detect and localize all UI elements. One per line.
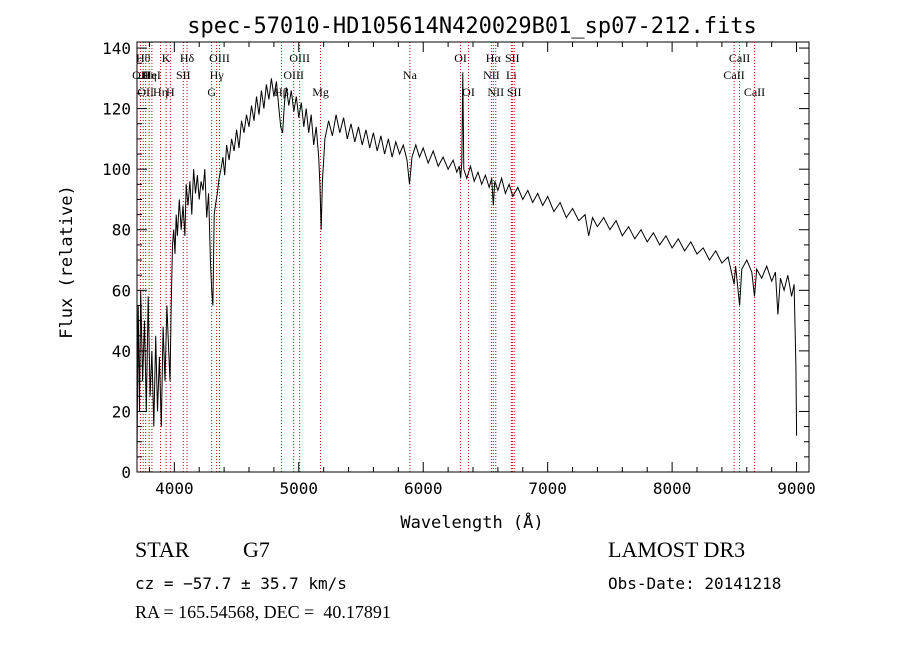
series-layer bbox=[136, 72, 798, 457]
x-tick-label-1: 5000 bbox=[280, 479, 319, 498]
object-class: STAR bbox=[135, 537, 190, 562]
x-axis: 4000 5000 6000 7000 8000 9000 bbox=[148, 42, 816, 498]
line-marker-label-19: OI bbox=[462, 85, 475, 99]
line-marker-label-1: Hθ bbox=[136, 51, 151, 65]
line-marker-label-16: Mg bbox=[312, 85, 329, 99]
line-marker-label-2: OII bbox=[137, 85, 154, 99]
chart-title: spec-57010-HD105614N420029B01_sp07-212.f… bbox=[187, 14, 757, 39]
survey-name: LAMOST DR3 bbox=[608, 537, 746, 562]
line-marker-label-7: H bbox=[166, 85, 175, 99]
line-marker-label-11: Hγ bbox=[210, 68, 225, 82]
coordinates: RA = 165.54568, DEC = 40.17891 bbox=[135, 602, 391, 622]
line-marker-label-0: OII bbox=[132, 68, 149, 82]
line-marker-label-28: CaII bbox=[744, 85, 765, 99]
y-axis-label: Flux (relative) bbox=[57, 185, 77, 339]
obs-date: Obs-Date: 20141218 bbox=[608, 574, 782, 593]
y-tick-label-1: 20 bbox=[112, 402, 131, 421]
line-marker-label-9: Hδ bbox=[180, 51, 195, 65]
velocity: cz = −57.7 ± 35.7 km/s bbox=[135, 574, 347, 593]
y-tick-label-5: 100 bbox=[102, 160, 131, 179]
line-marker-label-5: Hη bbox=[153, 85, 168, 99]
line-marker-label-12: OIII bbox=[209, 51, 230, 65]
x-tick-label-4: 8000 bbox=[653, 479, 692, 498]
line-marker-label-15: OIII bbox=[289, 51, 310, 65]
y-axis: 0 20 40 60 80 100 120 140 bbox=[102, 39, 809, 482]
line-marker-label-3: Hη bbox=[142, 68, 157, 82]
y-tick-label-3: 60 bbox=[112, 281, 131, 300]
line-marker-label-14: OIII bbox=[283, 68, 304, 82]
line-marker-label-26: CaII bbox=[723, 68, 744, 82]
line-markers: OIIHθOIIHηHeIHηKHSIIHδGHγOIIIHβOIIIOIIIM… bbox=[132, 42, 765, 472]
y-tick-label-0: 0 bbox=[121, 463, 131, 482]
subclass: G7 bbox=[243, 537, 270, 562]
y-tick-label-4: 80 bbox=[112, 221, 131, 240]
line-marker-label-27: CaII bbox=[729, 51, 750, 65]
line-marker-label-21: Hα bbox=[486, 51, 502, 65]
line-marker-label-17: Na bbox=[403, 68, 418, 82]
x-axis-label: Wavelength (Å) bbox=[400, 511, 543, 533]
line-marker-label-20: NII bbox=[483, 68, 500, 82]
x-tick-label-2: 6000 bbox=[404, 479, 443, 498]
x-tick-label-3: 7000 bbox=[528, 479, 567, 498]
line-marker-label-8: SII bbox=[176, 68, 191, 82]
line-marker-label-10: G bbox=[207, 85, 216, 99]
y-tick-label-7: 140 bbox=[102, 39, 131, 58]
spectrum-line-0 bbox=[136, 72, 798, 457]
line-marker-label-23: Li bbox=[506, 68, 517, 82]
line-marker-label-6: K bbox=[162, 51, 171, 65]
y-tick-label-6: 120 bbox=[102, 100, 131, 119]
line-marker-label-18: OI bbox=[454, 51, 467, 65]
x-tick-label-0: 4000 bbox=[155, 479, 194, 498]
y-tick-label-2: 40 bbox=[112, 342, 131, 361]
line-marker-label-22: NII bbox=[487, 85, 504, 99]
line-marker-label-24: SII bbox=[505, 51, 520, 65]
line-marker-label-4: HeI bbox=[143, 68, 161, 82]
x-tick-label-5: 9000 bbox=[777, 479, 816, 498]
line-marker-label-25: SII bbox=[507, 85, 522, 99]
